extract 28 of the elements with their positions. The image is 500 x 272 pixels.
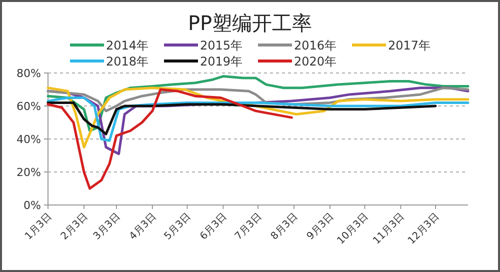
legend-label: 2017年: [388, 38, 431, 52]
legend-label: 2018年: [106, 54, 149, 68]
x-tick-label: 2月3日: [59, 211, 90, 242]
legend-label: 2014年: [106, 38, 149, 52]
x-tick-label: 12月3日: [406, 211, 442, 247]
y-tick-label: 0%: [24, 199, 41, 212]
x-tick-label: 8月3日: [269, 211, 300, 242]
x-tick-label: 1月3日: [23, 211, 54, 242]
legend-label: 2020年: [294, 54, 337, 68]
x-tick-label: 11月3日: [371, 211, 407, 247]
y-tick-label: 80%: [16, 67, 41, 80]
x-tick-label: 5月3日: [162, 211, 194, 242]
y-tick-label: 20%: [16, 166, 41, 179]
legend-label: 2015年: [200, 38, 243, 52]
x-tick-label: 7月3日: [233, 211, 264, 242]
legend-label: 2016年: [294, 38, 337, 52]
x-tick-label: 4月3日: [128, 211, 159, 242]
line-series: [46, 101, 437, 136]
y-tick-label: 60%: [16, 100, 41, 113]
line-series: [46, 88, 293, 190]
x-tick-label: 6月3日: [198, 211, 230, 242]
chart-title: PP塑编开工率: [188, 11, 312, 35]
x-tick-label: 10月3日: [335, 211, 371, 247]
y-tick-label: 40%: [16, 133, 41, 146]
line-series: [46, 96, 470, 142]
legend-label: 2019年: [200, 54, 243, 68]
x-tick-label: 3月3日: [92, 211, 123, 242]
x-tick-label: 9月3日: [305, 211, 336, 242]
